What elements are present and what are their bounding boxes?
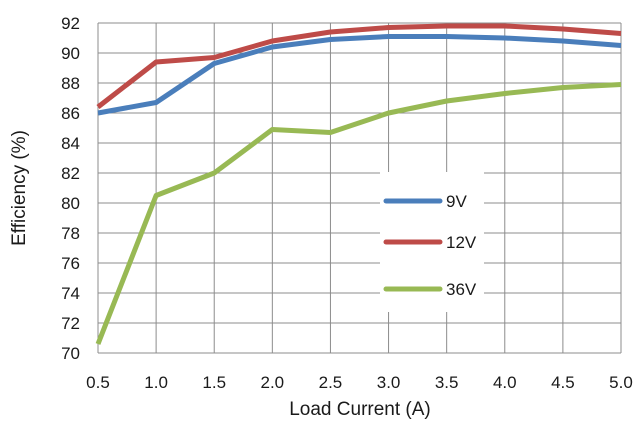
y-tick-label: 76 (61, 254, 80, 273)
legend-item-9v: 9V (383, 192, 467, 211)
x-tick-label: 5.0 (609, 373, 633, 392)
y-tick-label: 78 (61, 224, 80, 243)
series-line-12v (96, 23, 622, 109)
x-tick-label: 1.0 (144, 373, 168, 392)
series-line-9v (97, 34, 622, 116)
x-axis-title: Load Current (A) (289, 399, 431, 420)
x-tick-label: 3.0 (377, 373, 401, 392)
series-line-36v (95, 82, 622, 345)
legend-label-36v: 36V (446, 280, 477, 299)
x-tick-label: 0.5 (86, 373, 110, 392)
legend-item-12v: 12V (383, 233, 477, 252)
x-tick-label: 4.5 (551, 373, 575, 392)
series-lines (95, 23, 622, 345)
legend-item-36v: 36V (383, 280, 477, 299)
y-tick-label: 86 (61, 104, 80, 123)
x-axis-ticks: 0.5 1.0 1.5 2.0 2.5 3.0 3.5 4.0 4.5 5.0 (86, 373, 633, 392)
legend: 9V 12V 36V (380, 172, 484, 312)
x-tick-label: 4.0 (493, 373, 517, 392)
y-tick-label: 90 (61, 44, 80, 63)
legend-label-9v: 9V (446, 192, 467, 211)
x-tick-label: 2.0 (261, 373, 285, 392)
y-tick-label: 88 (61, 74, 80, 93)
y-tick-label: 92 (61, 14, 80, 33)
x-tick-label: 3.5 (435, 373, 459, 392)
legend-label-12v: 12V (446, 233, 477, 252)
y-axis-title: Efficiency (%) (9, 130, 30, 246)
y-tick-label: 74 (61, 284, 80, 303)
y-tick-label: 72 (61, 314, 80, 333)
y-tick-label: 84 (61, 134, 80, 153)
y-tick-label: 80 (61, 194, 80, 213)
x-tick-label: 1.5 (202, 373, 226, 392)
y-axis-ticks: 70 72 74 76 78 80 82 84 86 88 90 92 (61, 14, 80, 363)
x-tick-label: 2.5 (319, 373, 343, 392)
y-tick-label: 82 (61, 164, 80, 183)
y-tick-label: 70 (61, 344, 80, 363)
